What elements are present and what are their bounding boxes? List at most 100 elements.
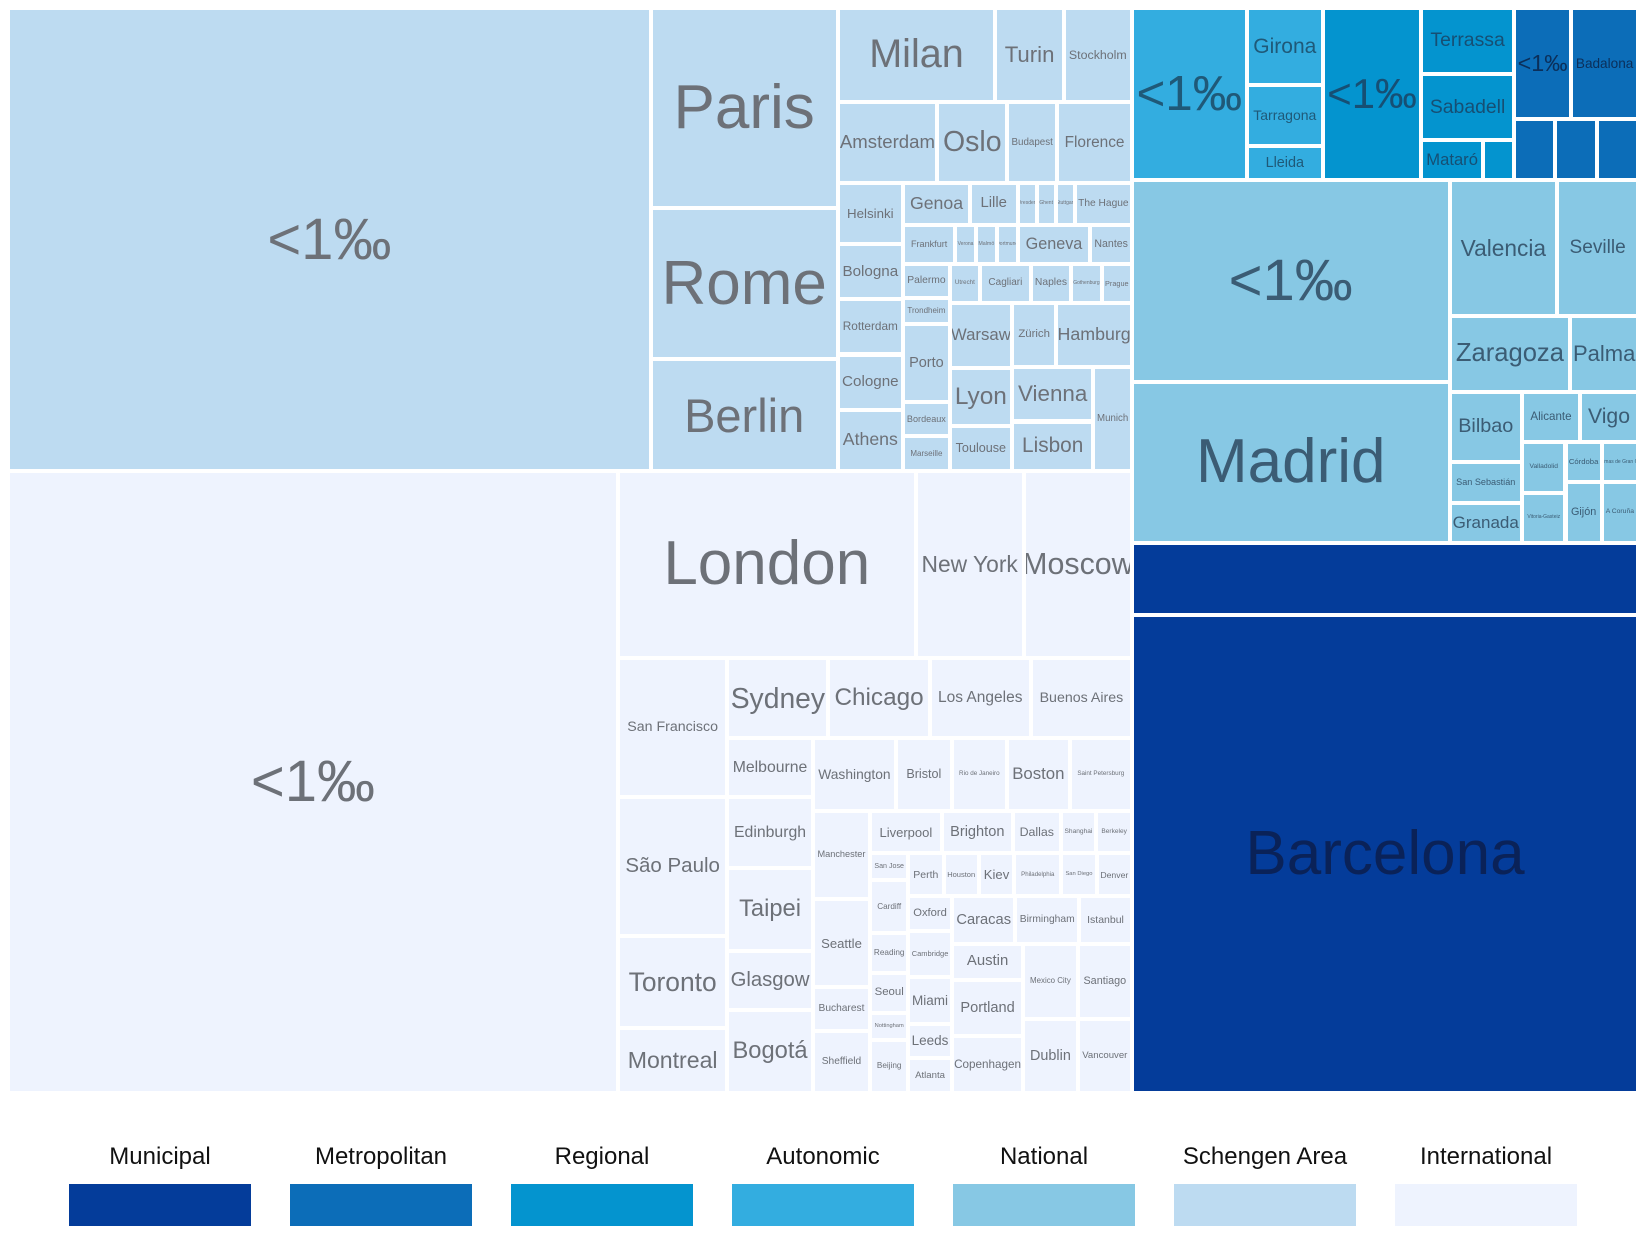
- treemap-cell-santiago: Santiago: [1077, 944, 1132, 1019]
- treemap-cell-birmingham: Birmingham: [1015, 896, 1080, 945]
- treemap-cell-zaragoza: Zaragoza: [1449, 315, 1571, 392]
- treemap-cell-istanbul: Istanbul: [1079, 896, 1132, 945]
- treemap-cell-label: Nantes: [1094, 238, 1128, 251]
- treemap-cell-label: Portland: [960, 999, 1015, 1016]
- treemap-cell-label: Malmö: [978, 240, 995, 247]
- treemap-cell-lisbon: Lisbon: [1012, 421, 1094, 471]
- treemap-cell-the-hague: The Hague: [1074, 182, 1132, 225]
- treemap-cell-label: Tarragona: [1253, 107, 1317, 124]
- treemap-cell-label: Lille: [980, 195, 1007, 212]
- treemap-cell-label: Hamburg: [1057, 324, 1131, 345]
- legend-label-municipal: Municipal: [109, 1143, 211, 1170]
- treemap-cell-gijon: Gijón: [1565, 482, 1602, 543]
- treemap-cell-bucharest: Bucharest: [812, 987, 871, 1032]
- treemap-cell-los-angeles: Los Angeles: [929, 657, 1031, 738]
- treemap-cell-label: Leeds: [911, 1033, 949, 1049]
- treemap-cell-atlanta: Atlanta: [908, 1058, 952, 1093]
- treemap-cell-label: Athens: [842, 429, 898, 450]
- treemap-cell-label: New York: [921, 551, 1018, 578]
- treemap-cell-manchester: Manchester: [812, 810, 871, 900]
- treemap-cell-label: Copenhagen: [954, 1057, 1022, 1071]
- treemap-cell-toronto: Toronto: [617, 935, 728, 1029]
- treemap-cell-label: Dortmund: [996, 240, 1018, 247]
- treemap-cell-label: Oslo: [942, 126, 1002, 159]
- treemap-cell-label: Valencia: [1460, 234, 1547, 261]
- treemap-cell-lt1permille: <1‰: [8, 471, 618, 1093]
- treemap-cell-sydney: Sydney: [727, 657, 829, 738]
- treemap-cell-label: Oxford: [913, 907, 947, 920]
- treemap-cell-vitoria-gasteiz: Vitoria-Gasteiz: [1522, 492, 1566, 543]
- treemap-cell-london: London: [617, 471, 916, 658]
- treemap-cell-label: The Hague: [1078, 197, 1129, 209]
- treemap-cell-frankfurt: Frankfurt: [903, 224, 956, 264]
- treemap-cell-label: San Jose: [874, 862, 904, 871]
- treemap-cell-taipei: Taipei: [727, 868, 813, 951]
- legend-label-autonomic: Autonomic: [766, 1143, 880, 1170]
- treemap-cell-sao-paulo: São Paulo: [617, 796, 728, 936]
- treemap-cell-label: Reading: [873, 948, 905, 958]
- treemap-cell-label: Cambridge: [911, 949, 949, 959]
- legend-item-metropolitan: Metropolitan: [290, 1140, 472, 1226]
- treemap-cell-label: Helsinki: [847, 205, 894, 221]
- treemap-cell-nantes: Nantes: [1090, 224, 1132, 264]
- treemap-cell-girona: Girona: [1246, 8, 1323, 86]
- treemap-cell-label: <1‰: [250, 749, 376, 814]
- treemap-cell-label: Seattle: [821, 935, 862, 951]
- treemap-cell-label: Gijón: [1571, 506, 1597, 519]
- treemap-cell-bilbao: Bilbao: [1449, 391, 1522, 463]
- treemap-cell-label: Atlanta: [915, 1069, 945, 1081]
- treemap-cell-vienna: Vienna: [1012, 367, 1094, 422]
- legend-swatch-regional: [511, 1184, 693, 1226]
- legend-item-national: National: [953, 1140, 1135, 1226]
- treemap-cell-label: Palermo: [907, 274, 946, 286]
- treemap-cell-label: Sabadell: [1429, 95, 1506, 118]
- treemap-cell-geneva: Geneva: [1017, 224, 1091, 264]
- treemap-cell-rio-de-janeiro: Rio de Janeiro: [951, 737, 1008, 811]
- treemap-cell-lt1permille: <1‰: [1132, 180, 1450, 382]
- treemap-cell-unlabeled: [1514, 118, 1556, 180]
- treemap-cell-label: Zaragoza: [1455, 338, 1564, 367]
- treemap-cell-brighton: Brighton: [941, 810, 1013, 854]
- treemap-cell-label: Dresden: [1017, 200, 1037, 207]
- treemap-cell-san-jose: San Jose: [870, 853, 909, 881]
- treemap-cell-portland: Portland: [951, 979, 1024, 1037]
- treemap-cell-label: Boston: [1012, 764, 1065, 784]
- treemap-cell-label: Saint Petersburg: [1077, 770, 1125, 778]
- treemap-cell-austin: Austin: [951, 944, 1024, 980]
- treemap-cell-caracas: Caracas: [951, 896, 1016, 945]
- treemap-cell-montreal: Montreal: [617, 1028, 728, 1093]
- treemap-cell-munich: Munich: [1093, 367, 1132, 471]
- treemap-cell-reading: Reading: [870, 933, 909, 974]
- treemap-cell-miami: Miami: [908, 977, 952, 1024]
- treemap-cell-copenhagen: Copenhagen: [951, 1036, 1024, 1093]
- treemap-cell-label: San Francisco: [627, 719, 718, 736]
- treemap-cell-label: Warsaw: [950, 325, 1011, 345]
- treemap-cell-label: Valladolid: [1529, 462, 1558, 470]
- treemap-cell-label: Lleida: [1265, 154, 1304, 171]
- treemap-cell-barcelona: Barcelona: [1132, 614, 1638, 1093]
- treemap-cell-amsterdam: Amsterdam: [837, 102, 938, 183]
- treemap-cell-cagliari: Cagliari: [980, 263, 1031, 304]
- treemap-cell-dallas: Dallas: [1012, 810, 1061, 854]
- treemap-cell-moscow: Moscow: [1023, 471, 1132, 658]
- treemap-cell-palermo: Palermo: [903, 263, 950, 299]
- treemap-cell-terrassa: Terrassa: [1421, 8, 1514, 75]
- treemap-cell-label: Edinburgh: [734, 823, 807, 841]
- treemap-cell-label: Istanbul: [1087, 913, 1124, 926]
- treemap-cell-label: Prague: [1105, 278, 1129, 288]
- legend-swatch-metropolitan: [290, 1184, 472, 1226]
- treemap-cell-label: Montreal: [627, 1047, 718, 1074]
- treemap-cell-label: Manchester: [817, 849, 866, 860]
- treemap-cell-alicante: Alicante: [1522, 391, 1580, 443]
- treemap-cell-buenos-aires: Buenos Aires: [1030, 657, 1132, 738]
- legend-label-national: National: [999, 1143, 1089, 1170]
- treemap-cell-label: Shanghai: [1064, 827, 1093, 835]
- treemap-cell-label: Chicago: [834, 683, 924, 711]
- treemap-cell-label: Buenos Aires: [1039, 689, 1124, 706]
- legend-item-municipal: Municipal: [69, 1140, 251, 1226]
- treemap-cell-label: Liverpool: [879, 824, 933, 840]
- treemap-cell-label: Beijing: [876, 1061, 902, 1071]
- treemap-cell-label: Mataró: [1426, 149, 1478, 169]
- treemap-cell-melbourne: Melbourne: [727, 737, 813, 798]
- treemap-cell-label: Toronto: [628, 966, 717, 997]
